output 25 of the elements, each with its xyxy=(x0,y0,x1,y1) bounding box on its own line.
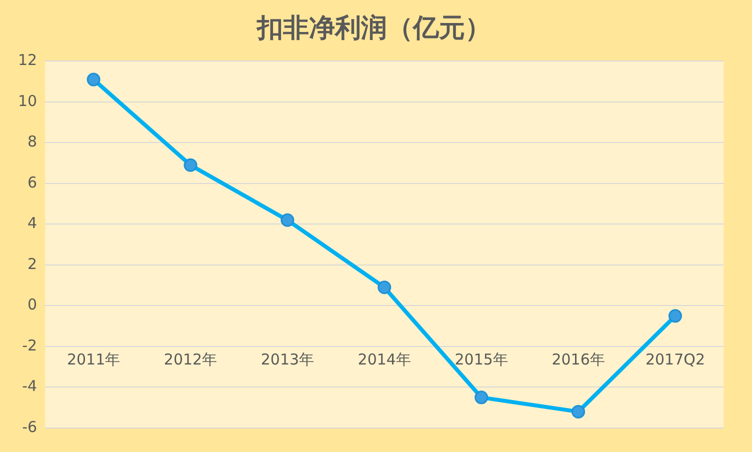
y-tick-label: 4 xyxy=(28,214,38,232)
chart-title: 扣非净利润（亿元） xyxy=(256,13,491,44)
point xyxy=(86,72,100,86)
x-tick-label: 2013年 xyxy=(260,350,314,369)
x-tick-label: 2016年 xyxy=(552,350,605,369)
point xyxy=(474,390,488,404)
y-tick-label: 6 xyxy=(28,173,38,192)
y-tick-label: 2 xyxy=(28,254,38,273)
y-tick-label: -2 xyxy=(22,336,38,354)
point xyxy=(378,280,392,294)
y-tick-label: 12 xyxy=(18,51,38,70)
x-tick-label: 2011年 xyxy=(66,350,120,369)
point xyxy=(572,404,586,418)
x-tick-label: 2014年 xyxy=(358,350,411,369)
point xyxy=(280,213,294,227)
x-tick-label: 2017Q2 xyxy=(645,350,706,369)
y-tick-label: -6 xyxy=(22,418,38,436)
y-tick-label: -4 xyxy=(22,377,38,396)
point xyxy=(668,309,682,323)
y-tick-label: 10 xyxy=(18,92,38,110)
x-tick-label: 2015年 xyxy=(454,350,508,369)
x-tick-label: 2012年 xyxy=(164,350,218,369)
y-tick-label: 8 xyxy=(28,132,38,151)
point xyxy=(184,158,198,172)
y-tick-label: 0 xyxy=(28,296,38,314)
